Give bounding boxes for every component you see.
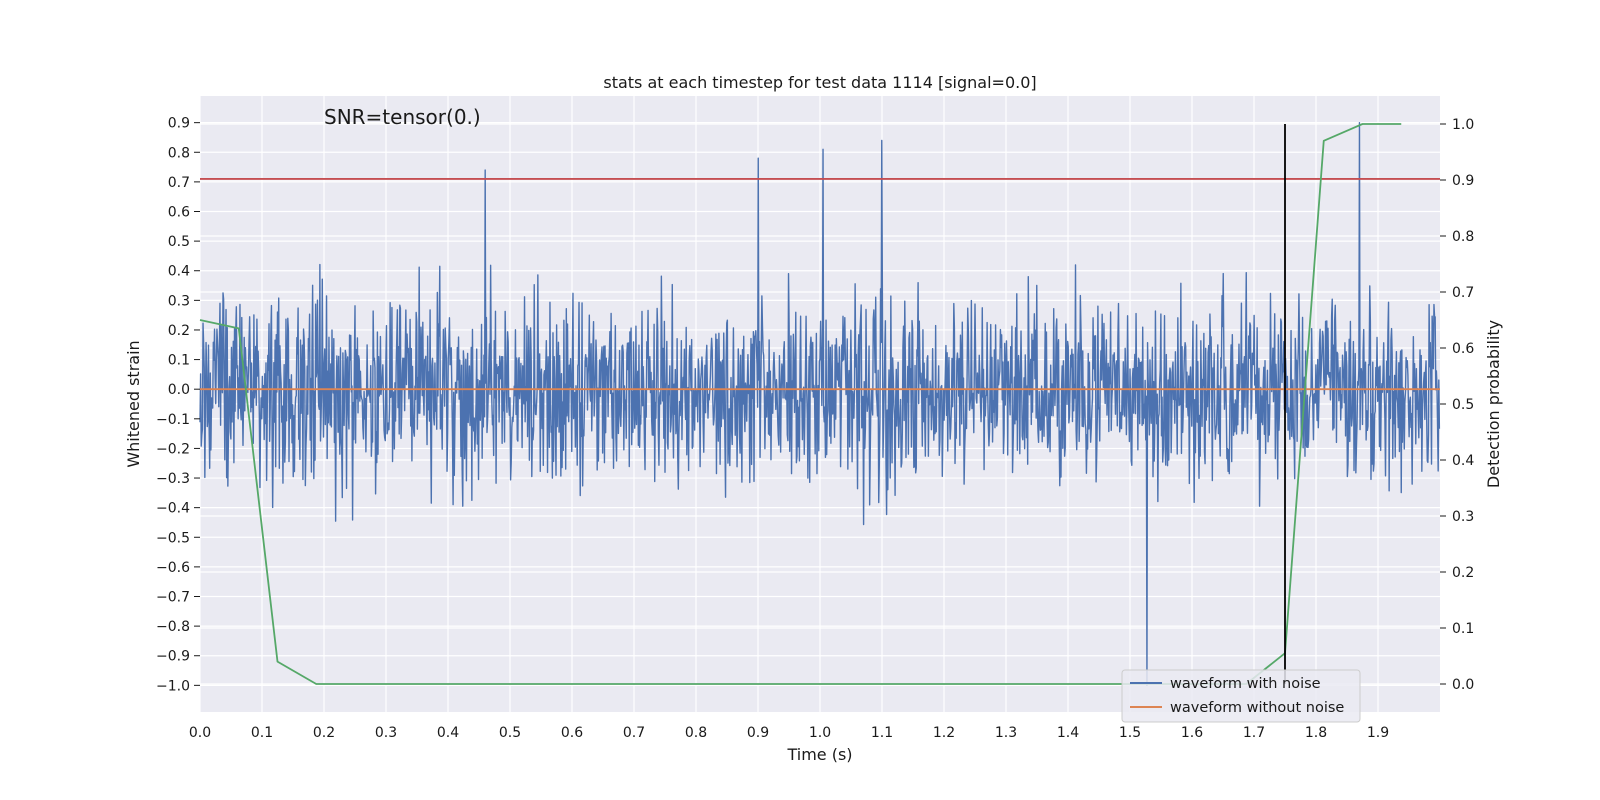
y2-tick-label: 0.0 — [1452, 677, 1474, 693]
x-axis-ticks: 0.0 0.1 0.2 0.3 0.4 0.5 0.6 0.7 0.8 0.9 1.0 1.1 1.2 1… — [189, 725, 1389, 741]
y2-axis-ticks: 1.0 0.9 0.8 0.7 0.6 0.5 0.4 0.3 0.2 0.1 0.0 — [1440, 117, 1474, 693]
y2-tick-label: 0.9 — [1452, 173, 1474, 189]
y-tick-label: 0.8 — [168, 145, 190, 161]
x-tick-label: 0.6 — [561, 725, 583, 741]
y-tick-label: −0.9 — [156, 649, 190, 665]
y-tick-label: −0.5 — [156, 530, 190, 546]
y2-tick-label: 0.8 — [1452, 229, 1474, 245]
y-tick-label: 0.2 — [168, 323, 190, 339]
legend-label-noisy: waveform with noise — [1170, 676, 1321, 692]
x-tick-label: 0.2 — [313, 725, 335, 741]
y-tick-label: 0.7 — [168, 175, 190, 191]
x-axis-label: Time (s) — [786, 745, 852, 764]
y-tick-label: −0.2 — [156, 441, 190, 457]
y2-tick-label: 0.3 — [1452, 509, 1474, 525]
x-tick-label: 1.7 — [1243, 725, 1265, 741]
y2-axis-label: Detection probability — [1484, 320, 1503, 488]
y2-tick-label: 0.7 — [1452, 285, 1474, 301]
x-tick-label: 0.1 — [251, 725, 273, 741]
y-tick-label: −1.0 — [156, 678, 190, 694]
x-tick-label: 1.9 — [1367, 725, 1389, 741]
y2-tick-label: 0.2 — [1452, 565, 1474, 581]
x-tick-label: 1.8 — [1305, 725, 1327, 741]
x-tick-label: 1.5 — [1119, 725, 1141, 741]
y-tick-label: 0.4 — [168, 264, 190, 280]
x-tick-label: 1.6 — [1181, 725, 1203, 741]
y2-tick-label: 0.1 — [1452, 621, 1474, 637]
y2-tick-label: 1.0 — [1452, 117, 1474, 133]
y-tick-label: 0.3 — [168, 293, 190, 309]
x-tick-label: 1.3 — [995, 725, 1017, 741]
x-tick-label: 0.9 — [747, 725, 769, 741]
y-tick-label: −0.3 — [156, 471, 190, 487]
y-tick-label: −0.4 — [156, 501, 190, 517]
y-axis-ticks: 0.9 0.8 0.7 0.6 0.5 0.4 0.3 0.2 0.1 0.0 −0.1 −0.2 −0… — [156, 116, 200, 694]
x-tick-label: 1.0 — [809, 725, 831, 741]
x-tick-label: 0.4 — [437, 725, 459, 741]
legend: waveform with noise waveform without noi… — [1121, 669, 1361, 723]
x-tick-label: 0.8 — [685, 725, 707, 741]
x-tick-label: 1.2 — [933, 725, 955, 741]
chart-title: stats at each timestep for test data 111… — [603, 73, 1036, 92]
y-tick-label: −0.6 — [156, 560, 190, 576]
legend-label-clean: waveform without noise — [1170, 700, 1344, 716]
x-tick-label: 0.0 — [189, 725, 211, 741]
snr-annotation: SNR=tensor(0.) — [324, 105, 481, 129]
y-tick-label: −0.1 — [156, 412, 190, 428]
y-tick-label: −0.8 — [156, 619, 190, 635]
y2-tick-label: 0.6 — [1452, 341, 1474, 357]
x-tick-label: 1.4 — [1057, 725, 1079, 741]
x-tick-label: 0.3 — [375, 725, 397, 741]
x-tick-label: 0.7 — [623, 725, 645, 741]
y-tick-label: 0.5 — [168, 234, 190, 250]
legend-box — [1121, 669, 1361, 723]
y-tick-label: −0.7 — [156, 590, 190, 606]
plot-area — [199, 121, 1441, 687]
x-tick-label: 0.5 — [499, 725, 521, 741]
y2-tick-label: 0.5 — [1452, 397, 1474, 413]
y-tick-label: 0.9 — [168, 116, 190, 132]
y-tick-label: 0.1 — [168, 353, 190, 369]
x-tick-label: 1.1 — [871, 725, 893, 741]
y-tick-label: 0.0 — [168, 382, 190, 398]
y-axis-label: Whitened strain — [124, 340, 143, 467]
y-tick-label: 0.6 — [168, 205, 190, 221]
y2-tick-label: 0.4 — [1452, 453, 1474, 469]
series-waveform-with-noise — [199, 121, 1441, 687]
